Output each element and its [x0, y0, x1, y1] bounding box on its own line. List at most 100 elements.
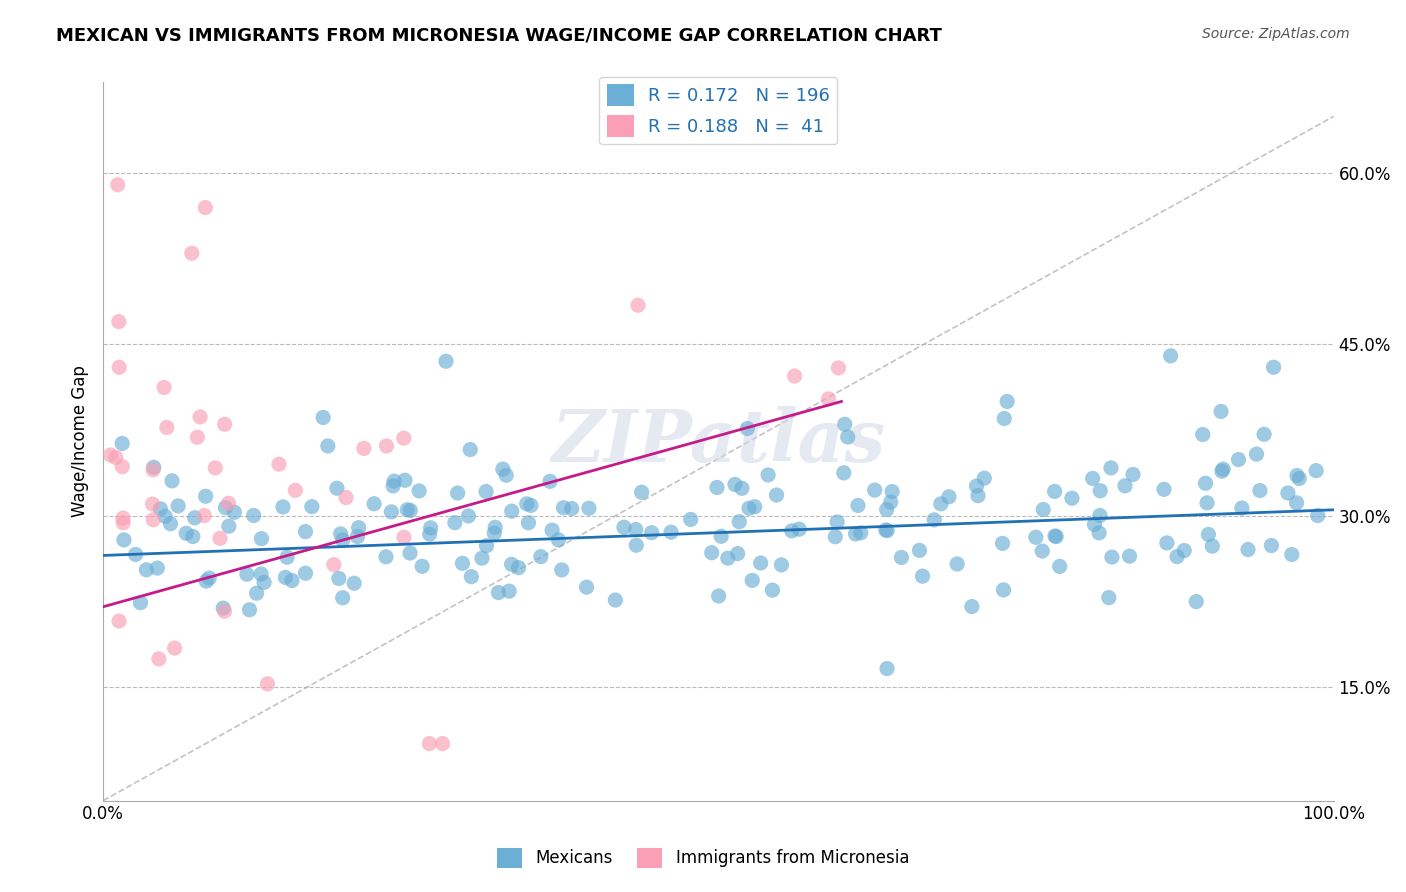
Text: Source: ZipAtlas.com: Source: ZipAtlas.com [1202, 27, 1350, 41]
Point [1197, 496, 1219, 510]
Point [1060, 491, 1083, 506]
Point [765, 488, 787, 502]
Point [486, 585, 509, 599]
Point [335, 491, 357, 505]
Point [1260, 539, 1282, 553]
Point [749, 556, 772, 570]
Point [148, 652, 170, 666]
Point [394, 473, 416, 487]
Point [276, 550, 298, 565]
Legend: Mexicans, Immigrants from Micronesia: Mexicans, Immigrants from Micronesia [491, 841, 915, 875]
Point [1227, 452, 1250, 467]
Point [890, 550, 912, 565]
Point [991, 536, 1014, 550]
Point [183, 510, 205, 524]
Point [1088, 525, 1111, 540]
Point [538, 475, 561, 489]
Point [380, 505, 402, 519]
Point [787, 522, 810, 536]
Point [475, 484, 498, 499]
Point [250, 532, 273, 546]
Point [1197, 527, 1219, 541]
Point [679, 512, 702, 526]
Point [929, 497, 952, 511]
Point [218, 519, 240, 533]
Point [627, 298, 650, 312]
Point [214, 604, 236, 618]
Point [1306, 508, 1329, 523]
Point [451, 556, 474, 570]
Point [1201, 539, 1223, 553]
Point [911, 569, 934, 583]
Point [640, 525, 662, 540]
Point [156, 420, 179, 434]
Point [508, 560, 530, 574]
Point [245, 586, 267, 600]
Point [382, 474, 405, 488]
Point [111, 511, 134, 525]
Point [770, 558, 793, 572]
Point [993, 411, 1015, 425]
Point [876, 661, 898, 675]
Point [411, 559, 433, 574]
Point [973, 471, 995, 485]
Point [553, 500, 575, 515]
Point [204, 461, 226, 475]
Point [706, 480, 728, 494]
Point [108, 614, 131, 628]
Point [418, 737, 440, 751]
Point [938, 490, 960, 504]
Point [744, 500, 766, 514]
Point [392, 431, 415, 445]
Point [501, 558, 523, 572]
Point [346, 530, 368, 544]
Point [741, 574, 763, 588]
Point [301, 500, 323, 514]
Point [194, 489, 217, 503]
Point [1099, 461, 1122, 475]
Point [737, 421, 759, 435]
Point [1166, 549, 1188, 564]
Point [967, 489, 990, 503]
Point [1211, 464, 1233, 478]
Point [111, 436, 134, 450]
Point [1045, 529, 1067, 543]
Point [100, 448, 122, 462]
Point [396, 502, 419, 516]
Point [142, 460, 165, 475]
Point [458, 442, 481, 457]
Point [107, 315, 129, 329]
Point [1285, 496, 1308, 510]
Point [135, 563, 157, 577]
Point [142, 513, 165, 527]
Point [495, 468, 517, 483]
Point [1083, 517, 1105, 532]
Point [267, 457, 290, 471]
Point [541, 523, 564, 537]
Point [212, 601, 235, 615]
Point [825, 515, 848, 529]
Point [849, 525, 872, 540]
Point [181, 529, 204, 543]
Point [484, 526, 506, 541]
Point [1263, 360, 1285, 375]
Point [728, 515, 751, 529]
Point [198, 571, 221, 585]
Point [966, 479, 988, 493]
Point [188, 409, 211, 424]
Point [392, 530, 415, 544]
Point [1098, 591, 1121, 605]
Point [517, 516, 540, 530]
Point [471, 551, 494, 566]
Point [484, 520, 506, 534]
Point [1032, 502, 1054, 516]
Point [460, 569, 482, 583]
Point [1031, 544, 1053, 558]
Point [167, 499, 190, 513]
Point [863, 483, 886, 497]
Point [492, 462, 515, 476]
Point [419, 527, 441, 541]
Point [153, 380, 176, 394]
Point [326, 481, 349, 495]
Point [382, 479, 405, 493]
